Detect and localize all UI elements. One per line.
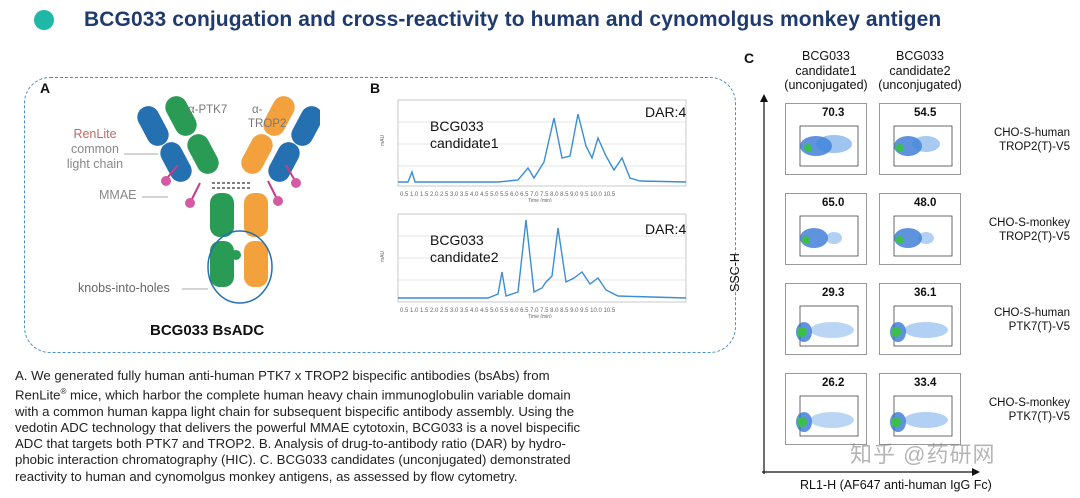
- caption-line-4: vedotin ADC technology that delivers the…: [15, 420, 581, 435]
- svg-text:Time (min): Time (min): [528, 198, 552, 202]
- row-label-4: CHO-S-monkey PTK7(T)-V5: [970, 396, 1070, 424]
- panel-ab-frame: [24, 77, 736, 353]
- facs-scatter: [893, 125, 953, 167]
- y-axis-label: SSC-H: [728, 253, 742, 292]
- facs-plot: [785, 103, 867, 175]
- alpha-trop2-label-1: α-: [252, 104, 263, 116]
- chrom2-dar: DAR:4: [645, 221, 687, 237]
- registered-mark: ®: [60, 387, 67, 397]
- renlite-line1: RenLite: [73, 127, 117, 141]
- caption-line-2: RenLite® mice, which harbor the complete…: [15, 384, 715, 404]
- alpha-trop2-label-2: TROP2: [248, 118, 287, 130]
- renlite-line2: common: [71, 142, 119, 156]
- x-axis-label: RL1-H (AF647 anti-human IgG Fc): [800, 478, 992, 492]
- facs-value: 48.0: [914, 197, 937, 209]
- facs-plot: [785, 193, 867, 265]
- facs-value: 70.3: [822, 107, 845, 119]
- row-label-2: CHO-S-monkey TROP2(T)-V5: [970, 216, 1070, 244]
- chrom2-name-line1: BCG033: [430, 232, 484, 248]
- title-row: BCG033 conjugation and cross-reactivity …: [34, 6, 941, 34]
- facs-plot: [879, 103, 961, 175]
- figure-caption: A. We generated fully human anti-human P…: [15, 368, 715, 485]
- row4-line2: PTK7(T)-V5: [1008, 411, 1070, 423]
- facs-value: 26.2: [822, 377, 845, 389]
- renlite-line3: light chain: [66, 157, 124, 171]
- row-label-3: CHO-S-human PTK7(T)-V5: [970, 306, 1070, 334]
- chromatogram-2: 0.5 1.0 1.5 2.0 2.5 3.0 3.5 4.0 4.5 5.0 …: [380, 213, 687, 318]
- page-title: BCG033 conjugation and cross-reactivity …: [84, 8, 942, 31]
- svg-text:Time (min): Time (min): [528, 314, 552, 318]
- facs-value: 29.3: [822, 287, 845, 299]
- facs-plot: [879, 193, 961, 265]
- row1-line2: TROP2(T)-V5: [999, 141, 1070, 153]
- facs-plot: [879, 373, 961, 445]
- chrom1-name-line2: candidate1: [430, 135, 499, 151]
- facs-value: 33.4: [914, 377, 937, 389]
- row-label-1: CHO-S-human TROP2(T)-V5: [970, 126, 1070, 154]
- y-axis-arrow: [760, 94, 768, 474]
- caption-line-2b: mice, which harbor the complete human he…: [66, 387, 571, 403]
- facs-scatter: [799, 125, 859, 167]
- facs-scatter: [796, 395, 859, 437]
- svg-text:0.5 1.0 1.5 2.0 2.5 3.0: 0.5 1.0 1.5 2.0 2.5 3.0 3.5 4.0 4.5 5.0 …: [400, 192, 616, 198]
- renlite-leader-line: [124, 153, 158, 155]
- col2-line2: candidate2: [889, 63, 951, 78]
- renlite-label: RenLite common light chain: [64, 127, 126, 172]
- mmae-leader-line: [142, 196, 168, 198]
- caption-renlite: RenLite: [15, 387, 61, 403]
- column-header-2: BCG033 candidate2 (unconjugated): [872, 49, 968, 93]
- chrom2-name: BCG033 candidate2: [430, 232, 499, 266]
- row1-line1: CHO-S-human: [993, 127, 1070, 139]
- row3-line1: CHO-S-human: [993, 307, 1070, 319]
- col1-line2: candidate1: [795, 63, 857, 78]
- antibody-diagram: [137, 96, 320, 304]
- caption-line-1: A. We generated fully human anti-human P…: [15, 368, 550, 383]
- facs-scatter: [890, 305, 953, 347]
- row2-line1: CHO-S-monkey: [988, 217, 1070, 229]
- mmae-label: MMAE: [99, 188, 137, 202]
- facs-scatter: [799, 215, 859, 257]
- row2-line2: TROP2(T)-V5: [999, 231, 1070, 243]
- facs-plot: [785, 373, 867, 445]
- facs-scatter: [890, 395, 953, 437]
- caption-line-7: reactivity to human and cynomolgus monke…: [15, 468, 518, 484]
- knobs-leader-line: [182, 288, 208, 290]
- col1-line1: BCG033: [802, 49, 850, 63]
- bsadc-name: BCG033 BsADC: [150, 322, 265, 339]
- caption-line-6: phobic interaction chromatography (HIC).…: [15, 452, 571, 468]
- x-axis-arrow: [762, 468, 980, 476]
- col1-line3: (unconjugated): [784, 78, 868, 92]
- knobs-label: knobs-into-holes: [78, 281, 170, 295]
- facs-value: 36.1: [914, 287, 937, 299]
- caption-line-3: with a common human kappa light chain fo…: [15, 403, 575, 419]
- facs-plot: [879, 283, 961, 355]
- row3-line2: PTK7(T)-V5: [1008, 321, 1070, 333]
- panel-b-label: B: [370, 80, 381, 96]
- watermark: 知乎 @药研网: [850, 442, 996, 467]
- chrom2-name-line2: candidate2: [430, 249, 499, 265]
- facs-plot: [785, 283, 867, 355]
- chrom1-dar: DAR:4: [645, 104, 687, 120]
- col2-line1: BCG033: [896, 49, 944, 63]
- chrom1-name-line1: BCG033: [430, 118, 484, 134]
- svg-text:mAU: mAU: [380, 135, 386, 147]
- facs-scatter: [796, 305, 859, 347]
- col2-line3: (unconjugated): [878, 78, 962, 92]
- caption-line-5: ADC that targets both PTK7 and TROP2. B.…: [15, 436, 566, 452]
- svg-text:0.5 1.0 1.5 2.0 2.5 3.0: 0.5 1.0 1.5 2.0 2.5 3.0 3.5 4.0 4.5 5.0 …: [400, 308, 616, 314]
- chrom1-name: BCG033 candidate1: [430, 118, 499, 152]
- svg-text:mAU: mAU: [380, 251, 386, 263]
- row4-line1: CHO-S-monkey: [988, 397, 1070, 409]
- chromatogram-1: 0.5 1.0 1.5 2.0 2.5 3.0 3.5 4.0 4.5 5.0 …: [380, 99, 687, 202]
- facs-scatter: [893, 215, 953, 257]
- facs-value: 54.5: [914, 107, 937, 119]
- alpha-ptk7-label: α-PTK7: [188, 104, 228, 116]
- panel-c-label: C: [744, 50, 755, 66]
- panel-a-label: A: [40, 80, 51, 96]
- bullet-dot-icon: [34, 10, 54, 30]
- facs-value: 65.0: [822, 197, 845, 209]
- column-header-1: BCG033 candidate1 (unconjugated): [778, 49, 874, 93]
